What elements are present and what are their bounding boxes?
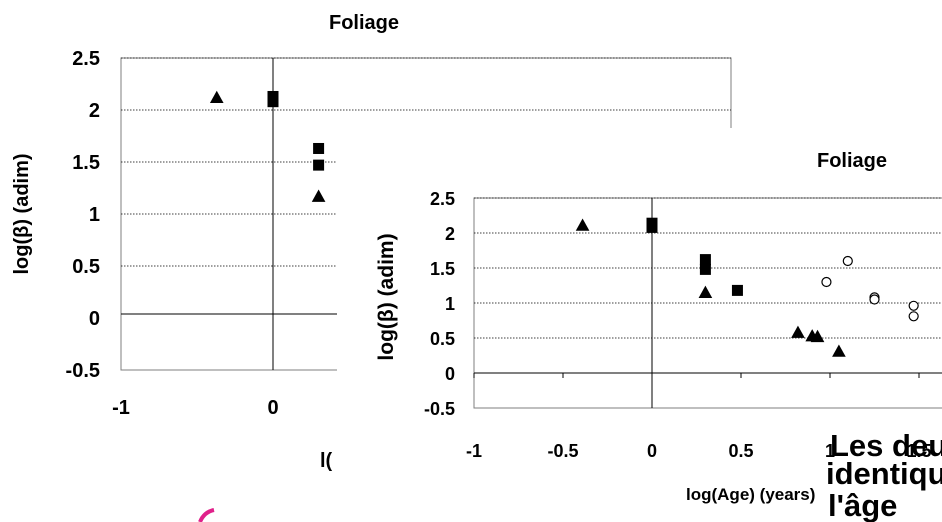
chart-front-triangle-marker — [810, 329, 825, 343]
chart-back-x-tick-labels: -1 0 — [112, 397, 278, 419]
chart-back-markers — [209, 90, 326, 202]
chart-front-circle-marker — [908, 300, 919, 311]
chart-front-x-tick-marks — [473, 373, 920, 378]
chart-back-square-marker — [313, 142, 325, 154]
chart-back-y-tick-label: 1 — [89, 204, 100, 226]
chart-front-x-tick-label: -1 — [466, 441, 482, 461]
chart-back-x-tick-label: 0 — [267, 397, 278, 419]
chart-front-y-label: log(β) (adim) — [375, 233, 398, 360]
chart-front-x-label: log(Age) (years) — [686, 485, 815, 504]
chart-front-square-marker — [699, 254, 711, 266]
chart-front-title: Foliage — [817, 150, 887, 172]
pink-arc-decoration — [198, 508, 215, 522]
chart-front: -0.500.511.522.5 -1 -0.5 0 0.5 1 1.5 Foliage … — [337, 128, 942, 522]
chart-back-y-tick-label: 0.5 — [72, 256, 100, 278]
overlay-text-line-1: Les deu — [830, 428, 942, 463]
chart-front-markers — [575, 217, 919, 357]
chart-back-y-tick-label: 1.5 — [72, 152, 100, 174]
chart-front-y-tick-label: 1 — [445, 294, 455, 314]
chart-front-y-tick-label: -0.5 — [424, 399, 455, 419]
chart-back-y-tick-label: -0.5 — [66, 360, 100, 382]
overlay-text-line-2: identiqu — [826, 456, 942, 491]
chart-back-triangle-marker — [311, 189, 326, 202]
chart-back-x-label-fragment: l( — [320, 450, 333, 472]
chart-front-triangle-marker — [698, 285, 713, 298]
chart-back-y-tick-label: 2 — [89, 100, 100, 122]
chart-front-triangle-marker — [832, 344, 846, 357]
chart-front-triangle-marker — [791, 325, 805, 338]
chart-front-y-tick-label: 0 — [445, 364, 455, 384]
chart-front-circle-marker — [821, 276, 832, 288]
chart-back-y-tick-label: 0 — [89, 308, 100, 330]
chart-back-title: Foliage — [329, 12, 399, 34]
chart-front-square-marker — [731, 284, 743, 296]
chart-front-circle-marker — [869, 294, 880, 305]
chart-back-square-marker — [313, 159, 325, 171]
chart-back-triangle-marker — [209, 90, 224, 104]
chart-front-y-tick-labels: -0.5 0 0.5 1 1.5 2 2.5 — [424, 189, 455, 419]
chart-front-x-tick-label: 0.5 — [728, 441, 753, 461]
chart-front-x-tick-label: 1.5 — [906, 441, 931, 461]
chart-back-y-label: log(β) (adim) — [11, 153, 33, 274]
chart-front-y-tick-label: 2 — [445, 224, 455, 244]
chart-front-circle-marker — [842, 255, 853, 267]
chart-front-x-tick-label: -0.5 — [547, 441, 578, 461]
chart-front-x-tick-label: 0 — [647, 441, 657, 461]
chart-front-y-tick-label: 2.5 — [430, 189, 455, 209]
chart-front-x-tick-labels: -1 -0.5 0 0.5 1 1.5 — [466, 441, 932, 461]
chart-back-y-tick-labels: -0.5 0 0.5 1 1.5 2 2.5 — [66, 48, 100, 382]
chart-back-square-marker — [267, 96, 279, 108]
chart-front-gridlines — [474, 197, 942, 339]
chart-front-y-tick-label: 1.5 — [430, 259, 455, 279]
chart-back-x-tick-label: -1 — [112, 397, 130, 419]
chart-back-y-tick-label: 2.5 — [72, 48, 100, 70]
overlay-slide-text: Les deu identiqu l'âge — [826, 428, 942, 522]
chart-front-circle-marker — [908, 311, 919, 322]
chart-front-x-tick-label: 1 — [825, 441, 835, 461]
overlay-text-line-3: l'âge — [828, 488, 897, 522]
chart-front-triangle-marker — [575, 218, 590, 231]
chart-front-y-tick-label: 0.5 — [430, 329, 455, 349]
chart-front-square-marker — [699, 263, 711, 275]
chart-front-square-marker — [646, 221, 658, 233]
